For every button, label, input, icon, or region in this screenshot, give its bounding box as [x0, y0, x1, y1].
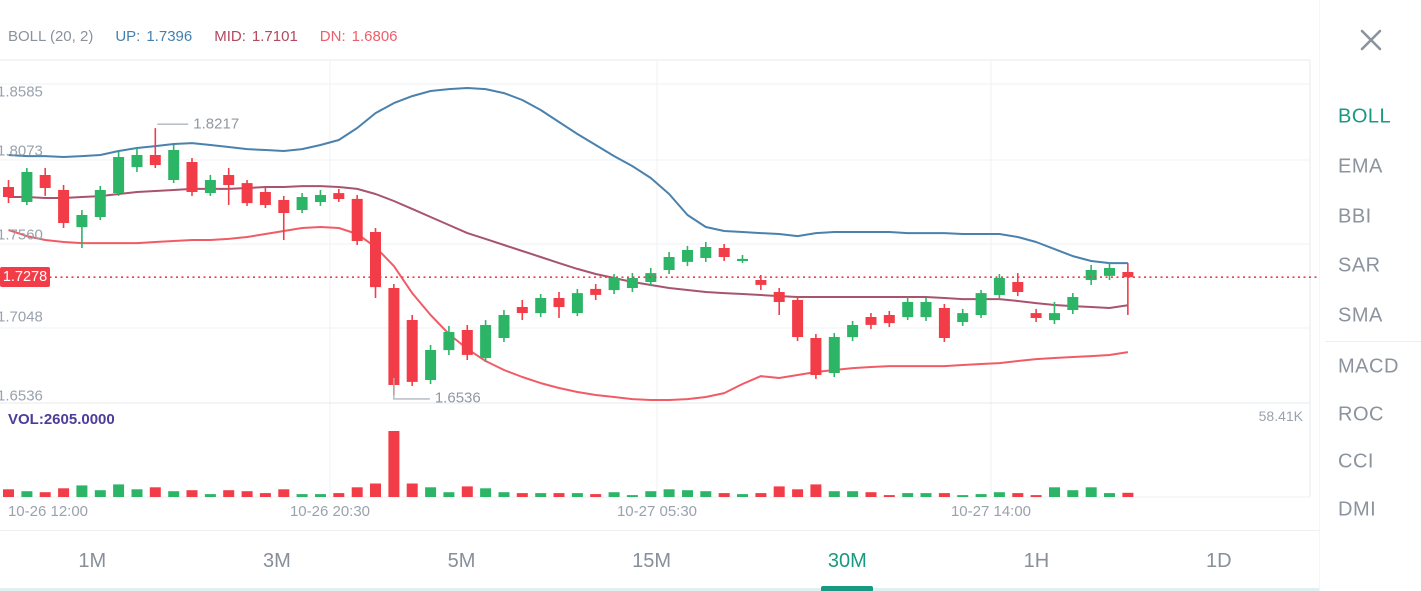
price-axis-label: 1.7048 [0, 308, 43, 326]
time-axis-label: 10-26 12:00 [7, 503, 89, 520]
tab-3m[interactable]: 3M [262, 550, 291, 572]
time-axis-label: 10-26 20:30 [289, 503, 371, 520]
indicator-legend: BOLL (20, 2) UP: 1.7396 MID: 1.7101 DN: … [8, 28, 398, 45]
tab-5m[interactable]: 5M [447, 550, 476, 572]
last-price-badge: 1.7278 [0, 267, 50, 288]
tab-1m[interactable]: 1M [78, 550, 107, 572]
volume-readout: VOL:2605.0000 [8, 411, 115, 428]
sidebar-item-boll[interactable]: BOLL [1338, 105, 1392, 128]
boll-dn-readout: DN: 1.6806 [319, 28, 398, 45]
sidebar-item-macd[interactable]: MACD [1338, 355, 1399, 378]
indicator-list: BOLL EMA BBI SAR SMA MACD ROC CCI DMI [1320, 0, 1421, 520]
indicator-name: BOLL (20, 2) [8, 28, 94, 45]
price-axis-label: 1.7560 [0, 226, 43, 244]
tab-15m[interactable]: 15M [632, 550, 672, 572]
time-axis-label: 10-27 14:00 [950, 503, 1032, 520]
time-axis-label: 10-27 05:30 [616, 503, 698, 520]
sidebar-item-bbi[interactable]: BBI [1338, 205, 1372, 228]
tab-30m[interactable]: 30M [821, 531, 874, 591]
boll-mid-readout: MID: 1.7101 [214, 28, 298, 45]
timeframe-bar: 1M 3M 5M 15M 30M 1H 1D [0, 530, 1421, 591]
price-axis-label: 1.8073 [0, 142, 43, 160]
close-icon[interactable] [1356, 25, 1386, 60]
boll-up-readout: UP: 1.7396 [115, 28, 193, 45]
sidebar-item-sma[interactable]: SMA [1338, 304, 1383, 327]
low-price-marker: 1.6536 [434, 389, 481, 407]
timeframe-tabs: 1M 3M 5M 15M 30M 1H 1D [0, 531, 1310, 591]
tab-1h[interactable]: 1H [1023, 550, 1050, 572]
tabbar-baseline [0, 588, 1421, 591]
tab-1d[interactable]: 1D [1205, 550, 1232, 572]
sidebar-item-dmi[interactable]: DMI [1338, 498, 1377, 521]
sidebar-item-sar[interactable]: SAR [1338, 254, 1381, 277]
active-tab-underline [821, 586, 874, 591]
sidebar-item-cci[interactable]: CCI [1338, 450, 1374, 473]
high-price-marker: 1.8217 [193, 115, 240, 133]
sidebar-divider [1325, 341, 1421, 342]
sidebar-item-roc[interactable]: ROC [1338, 403, 1384, 426]
price-axis-label: 1.6536 [0, 387, 43, 405]
price-axis-label: 1.8585 [0, 83, 43, 101]
indicator-sidebar: BOLL EMA BBI SAR SMA MACD ROC CCI DMI [1319, 0, 1421, 591]
volume-axis-max: 58.41K [1258, 408, 1303, 424]
sidebar-item-ema[interactable]: EMA [1338, 155, 1383, 178]
